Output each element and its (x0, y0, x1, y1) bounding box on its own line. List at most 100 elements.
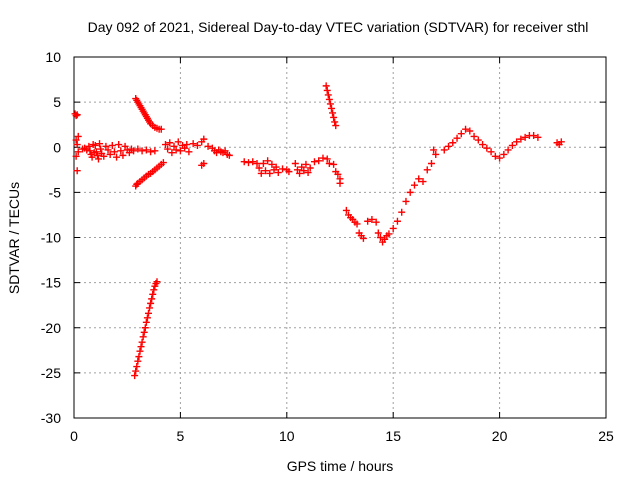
data-point (146, 304, 154, 312)
data-point (504, 146, 512, 154)
data-point (185, 148, 193, 156)
data-point (139, 333, 147, 341)
data-point (125, 149, 133, 157)
data-point (104, 146, 112, 154)
data-point (176, 147, 184, 155)
data-point (330, 160, 338, 168)
data-point (331, 118, 339, 126)
data-point (221, 147, 229, 155)
data-point (86, 147, 94, 155)
data-point (474, 136, 482, 144)
data-point (500, 150, 508, 158)
data-point (364, 217, 372, 225)
data-point (164, 145, 172, 153)
axis-ticks (73, 56, 607, 419)
data-points (71, 82, 565, 380)
data-point (508, 141, 516, 149)
data-point (557, 138, 565, 146)
y-tick-label: -10 (41, 230, 61, 246)
y-tick-label: -25 (41, 365, 61, 381)
grid-lines (74, 57, 606, 418)
data-point (483, 144, 491, 152)
data-point (102, 142, 110, 150)
data-point (159, 159, 167, 167)
data-point (168, 149, 176, 157)
data-point (74, 148, 82, 156)
data-point (73, 167, 81, 175)
data-point (134, 145, 142, 153)
data-point (92, 148, 100, 156)
data-point (410, 181, 418, 189)
data-point (141, 324, 149, 332)
data-point (457, 130, 465, 138)
data-point (462, 125, 470, 133)
data-point (368, 215, 376, 223)
data-point (131, 372, 139, 380)
data-point (108, 141, 116, 149)
data-point (138, 147, 146, 155)
data-point (324, 91, 332, 99)
data-point (97, 145, 105, 153)
data-point (381, 235, 389, 243)
data-point (142, 318, 150, 326)
data-point (534, 133, 542, 141)
x-tick-label: 15 (385, 428, 401, 444)
data-point (113, 153, 121, 161)
data-point (225, 151, 233, 159)
data-point (393, 217, 401, 225)
data-point (193, 141, 201, 149)
data-point (72, 112, 80, 120)
data-point (204, 142, 212, 150)
x-tick-label: 0 (70, 428, 78, 444)
data-point (293, 166, 301, 174)
data-point (147, 148, 155, 156)
data-point (147, 299, 155, 307)
data-point (272, 163, 280, 171)
data-point (189, 140, 197, 148)
data-point (491, 152, 499, 160)
data-point (166, 139, 174, 147)
data-point (132, 367, 140, 375)
data-point (264, 157, 272, 165)
data-point (330, 113, 338, 121)
x-tick-label: 5 (177, 428, 185, 444)
data-point (496, 154, 504, 162)
data-point (291, 159, 299, 167)
x-tick-label: 10 (279, 428, 295, 444)
data-point (323, 155, 331, 163)
data-point (300, 167, 308, 175)
y-tick-label: 10 (45, 49, 61, 65)
data-point (253, 159, 261, 167)
data-point (72, 136, 80, 144)
data-point (183, 141, 191, 149)
data-point (323, 86, 331, 94)
data-point (327, 104, 335, 112)
data-point (72, 152, 80, 160)
data-point (415, 175, 423, 183)
data-point (449, 139, 457, 147)
x-tick-label: 20 (492, 428, 508, 444)
data-point (134, 357, 142, 365)
data-point (329, 109, 337, 117)
data-point (325, 95, 333, 103)
data-point (372, 218, 380, 226)
data-point (325, 159, 333, 167)
data-point (140, 328, 148, 336)
data-point (479, 141, 487, 149)
data-point (268, 160, 276, 168)
data-point (430, 146, 438, 154)
data-point (521, 133, 529, 141)
data-point (137, 343, 145, 351)
x-tick-label: 25 (598, 428, 614, 444)
data-point (73, 111, 81, 119)
data-point (304, 169, 312, 177)
data-point (153, 278, 161, 286)
data-point (445, 142, 453, 150)
data-point (374, 229, 382, 237)
y-tick-label: 0 (53, 139, 61, 155)
data-point (174, 138, 182, 146)
data-point (121, 142, 129, 150)
x-tick-labels: 0 5 10 15 20 25 (70, 428, 614, 444)
data-point (398, 208, 406, 216)
